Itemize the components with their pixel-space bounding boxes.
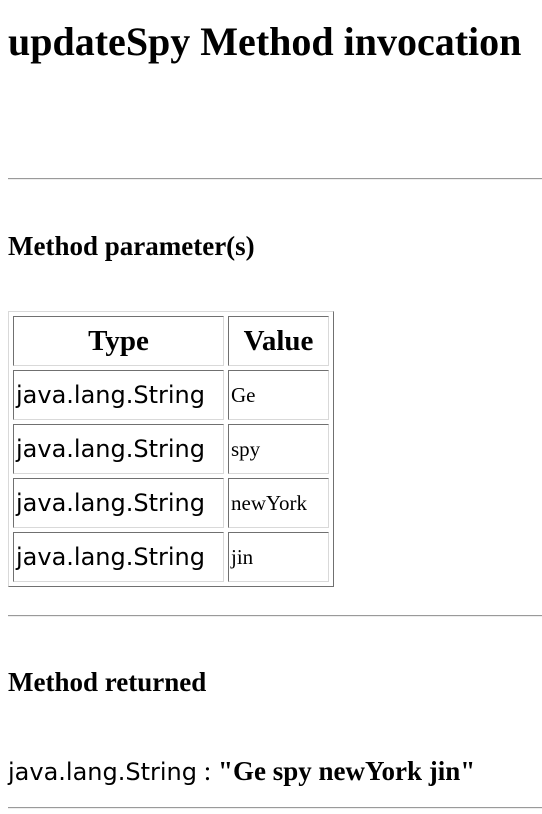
param-type-cell: java.lang.String: [13, 478, 224, 528]
returned-type: java.lang.String: [8, 758, 197, 786]
parameters-heading: Method parameter(s): [8, 231, 255, 261]
table-header-row: Type Value: [13, 316, 329, 366]
returned-value-line: java.lang.String : "Ge spy newYork jin": [8, 755, 475, 787]
type-column-header: Type: [13, 316, 224, 366]
param-type-cell: java.lang.String: [13, 370, 224, 420]
table-row: java.lang.String newYork: [13, 478, 329, 528]
table-row: java.lang.String Ge: [13, 370, 329, 420]
returned-value: "Ge spy newYork jin": [218, 756, 476, 786]
param-value-cell: Ge: [228, 370, 329, 420]
returned-heading: Method returned: [8, 667, 207, 697]
divider: [8, 178, 542, 180]
returned-separator: :: [197, 756, 219, 786]
param-type-cell: java.lang.String: [13, 532, 224, 582]
divider: [8, 807, 542, 809]
table-row: java.lang.String jin: [13, 532, 329, 582]
param-value-cell: jin: [228, 532, 329, 582]
divider: [8, 615, 542, 617]
param-value-cell: newYork: [228, 478, 329, 528]
table-row: java.lang.String spy: [13, 424, 329, 474]
param-value-cell: spy: [228, 424, 329, 474]
param-type-cell: java.lang.String: [13, 424, 224, 474]
page-title: updateSpy Method invocation: [8, 19, 522, 64]
value-column-header: Value: [228, 316, 329, 366]
parameters-table: Type Value java.lang.String Ge java.lang…: [8, 311, 334, 587]
